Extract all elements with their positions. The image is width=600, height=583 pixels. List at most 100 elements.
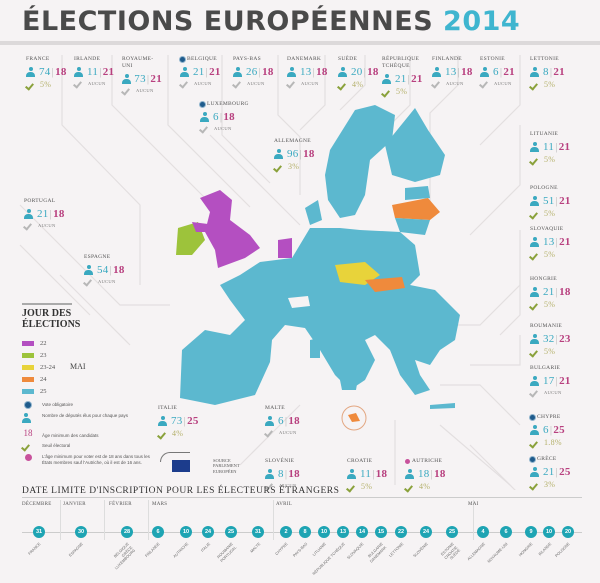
month-divider	[148, 500, 149, 540]
map-continent	[180, 228, 460, 405]
threshold-check-icon	[265, 429, 275, 435]
threshold-check-icon	[84, 278, 94, 284]
election-day-legend: 22 23 23-24 24 25	[22, 337, 55, 397]
timeline-date: 10	[543, 526, 555, 538]
deputies-icon	[287, 67, 296, 77]
title-divider	[0, 41, 600, 45]
country-card-lithuania: LITUANIE 11 | 21 5%	[530, 131, 571, 164]
deputies-icon	[347, 469, 356, 479]
mandatory-vote-icon	[25, 402, 31, 408]
country-card-france: FRANCE 74 | 18 5%	[26, 56, 67, 89]
timeline-date: 31	[252, 526, 264, 538]
timeline-date: 22	[395, 526, 407, 538]
key-mandatory: Vote obligatoire	[22, 402, 157, 408]
title-year: 2014	[443, 6, 521, 37]
deputies-icon	[530, 334, 539, 344]
threshold-check-icon	[530, 211, 540, 217]
country-card-greece: GRÈCE 21 | 25 3%	[530, 456, 571, 489]
title-text: ÉLECTIONS EUROPÉENNES	[22, 6, 434, 37]
key-seats: Nombre de députés élus pour chaque pays	[21, 413, 157, 426]
map-uk	[200, 190, 260, 268]
timeline-country: FINLANDE	[144, 542, 161, 559]
eu-flag-icon	[172, 460, 190, 472]
timeline-country: SLOVÉNIE	[412, 542, 429, 559]
map-lithuania	[395, 218, 430, 235]
country-card-luxembourg: LUXEMBOURG 6 | 18 AUCUN	[200, 101, 249, 131]
threshold-check-icon	[530, 302, 540, 308]
timeline-date: 28	[121, 526, 133, 538]
threshold-check-icon	[287, 80, 297, 86]
country-card-sweden: SUÈDE 20 | 18 4%	[338, 56, 379, 89]
timeline-date: 13	[337, 526, 349, 538]
timeline-country: ROYAUME-UNI	[487, 542, 509, 564]
timeline-month: MAI	[468, 502, 479, 507]
map-sweden-norway	[325, 105, 395, 218]
legend-item-24: 24	[22, 373, 55, 385]
threshold-check-icon	[530, 482, 540, 488]
key-age: 18 Âge minimum des candidats	[23, 427, 99, 438]
legend-item-23: 23	[22, 349, 55, 361]
country-card-spain: ESPAGNE 54 | 18 AUCUN	[84, 254, 125, 284]
timeline-month: MARS	[152, 502, 168, 507]
country-card-belgium: BELGIQUE 21 | 21 AUCUN	[180, 56, 221, 86]
map-malta-callout	[341, 405, 367, 431]
page-title: ÉLECTIONS EUROPÉENNES 2014	[22, 6, 520, 37]
timeline-month: AVRIL	[276, 502, 293, 507]
country-card-cyprus: CHYPRE 6 | 25 1.8%	[530, 414, 565, 447]
threshold-check-icon	[530, 157, 540, 163]
threshold-check-icon	[347, 484, 357, 490]
country-card-portugal: PORTUGAL 21 | 18 AUCUN	[24, 198, 65, 228]
color-swatch	[22, 352, 34, 358]
color-swatch	[22, 388, 34, 394]
color-swatch	[22, 376, 34, 382]
threshold-check-icon	[530, 440, 540, 446]
country-card-denmark: DANEMARK 13 | 18 AUCUN	[287, 56, 328, 86]
map-finland	[385, 108, 445, 182]
mandatory-vote-icon	[530, 415, 535, 420]
country-card-slovakia: SLOVAQUIE 13 | 21 5%	[530, 226, 571, 259]
country-card-germany: ALLEMAGNE 96 | 18 3%	[274, 138, 315, 171]
month-divider	[104, 500, 105, 540]
threshold-check-icon	[158, 431, 168, 437]
deputies-icon	[274, 149, 283, 159]
month-divider	[60, 500, 61, 540]
europe-map	[176, 105, 460, 431]
mandatory-vote-icon	[180, 57, 185, 62]
country-card-finland: FINLANDE 13 | 18 AUCUN	[432, 56, 473, 86]
threshold-check-icon	[274, 164, 284, 170]
month-divider	[273, 500, 274, 540]
timeline-country: IRLANDE	[537, 542, 552, 557]
deputies-icon	[530, 287, 539, 297]
timeline-title: DATE LIMITE D'INSCRIPTION POUR LES ÉLECT…	[22, 486, 340, 496]
timeline-country: ESPAGNE	[68, 542, 84, 558]
timeline-date: 14	[356, 526, 368, 538]
timeline-country: BULGARIE DANEMARK	[367, 542, 388, 564]
deputies-icon	[432, 67, 441, 77]
symbol-key: Vote obligatoire Nombre de députés élus …	[21, 402, 157, 470]
threshold-check-icon	[338, 82, 348, 88]
threshold-check-icon	[405, 484, 415, 490]
threshold-check-icon	[122, 87, 132, 93]
threshold-check-icon	[432, 80, 442, 86]
timeline-country: ITALIE	[199, 542, 211, 553]
country-card-poland: POLOGNE 51 | 21 5%	[530, 185, 571, 218]
timeline-date: 15	[375, 526, 387, 538]
timeline-country: BELGIQUE GRÈCE LUXEMBOURG	[113, 542, 137, 571]
country-card-latvia: LETTONIE 8 | 21 5%	[530, 56, 565, 89]
timeline-country: LETTONIE	[387, 542, 404, 558]
map-latvia	[392, 198, 440, 220]
legend-divider	[22, 303, 72, 305]
timeline-date: 20	[562, 526, 574, 538]
threshold-check-icon	[22, 443, 30, 449]
threshold-check-icon	[530, 252, 540, 258]
deputies-icon	[180, 67, 189, 77]
european-parliament-logo	[160, 452, 205, 480]
color-swatch	[22, 340, 34, 346]
timeline-country: ESTONIE CROATIE SUÈDE	[440, 542, 462, 561]
timeline-date: 6	[500, 526, 512, 538]
timeline-date: 24	[420, 526, 432, 538]
key-vote-age: L'âge minimum pour voter est de 18 ans d…	[22, 454, 157, 465]
deputies-icon	[74, 67, 83, 77]
deputies-icon	[530, 196, 539, 206]
country-card-italy: ITALIE 73 | 25 4%	[158, 405, 199, 438]
